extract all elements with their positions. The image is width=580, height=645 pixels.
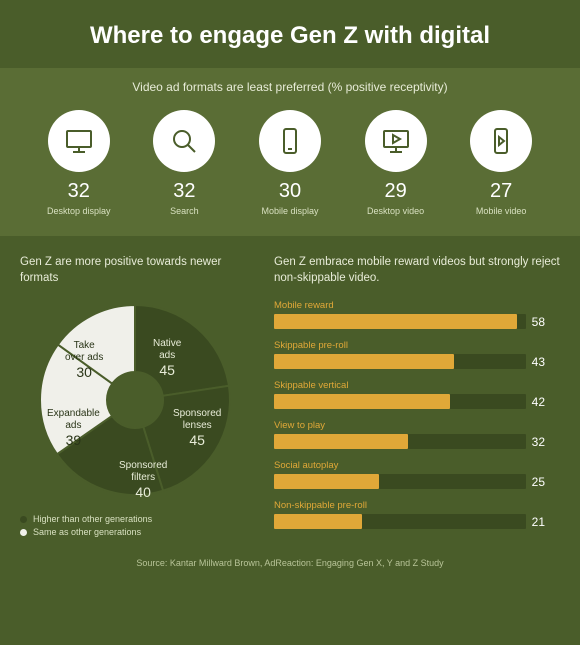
bar-label: Skippable vertical bbox=[274, 380, 560, 391]
bar-fill bbox=[274, 514, 362, 529]
lower-section: Gen Z are more positive towards newer fo… bbox=[0, 236, 580, 550]
legend-dot bbox=[20, 529, 27, 536]
bar-value: 25 bbox=[532, 475, 545, 489]
bar-value: 58 bbox=[532, 315, 545, 329]
icons-row: 32 Desktop display 32 Search 30 Mobile d… bbox=[20, 110, 560, 216]
bar-fill bbox=[274, 394, 450, 409]
pie-slice-0 bbox=[135, 305, 229, 396]
pie-legend: Higher than other generations Same as oth… bbox=[20, 514, 250, 537]
bars-title: Gen Z embrace mobile reward videos but s… bbox=[274, 254, 560, 286]
icon-value: 32 bbox=[173, 180, 195, 203]
bar-row: View to play 32 bbox=[274, 420, 560, 449]
pie-section: Gen Z are more positive towards newer fo… bbox=[20, 254, 250, 540]
legend-label: Same as other generations bbox=[33, 527, 141, 537]
icon-value: 30 bbox=[279, 180, 301, 203]
bar-fill bbox=[274, 474, 379, 489]
monitor-icon bbox=[48, 110, 110, 172]
bars-list: Mobile reward 58 Skippable pre-roll 43 S… bbox=[274, 300, 560, 529]
bar-row: Skippable vertical 42 bbox=[274, 380, 560, 409]
pie-slice-label: Sponsoredlenses45 bbox=[173, 408, 221, 449]
bar-track: 25 bbox=[274, 474, 560, 489]
legend-dot bbox=[20, 516, 27, 523]
pie-chart: Nativeads45 Sponsoredlenses45Sponsoredfil… bbox=[35, 300, 235, 500]
bar-value: 32 bbox=[532, 435, 545, 449]
icon-value: 32 bbox=[68, 180, 90, 203]
source-text: Source: Kantar Millward Brown, AdReactio… bbox=[0, 550, 580, 580]
subtitle: Video ad formats are least preferred (% … bbox=[20, 80, 560, 94]
bar-track: 21 bbox=[274, 514, 560, 529]
pie-title: Gen Z are more positive towards newer fo… bbox=[20, 254, 250, 286]
mobile-video-icon bbox=[470, 110, 532, 172]
pie-slice-label: Expandableads39 bbox=[47, 408, 100, 449]
bar-label: Skippable pre-roll bbox=[274, 340, 560, 351]
bar-track: 43 bbox=[274, 354, 560, 369]
bar-row: Skippable pre-roll 43 bbox=[274, 340, 560, 369]
bar-fill bbox=[274, 314, 517, 329]
bar-value: 43 bbox=[532, 355, 545, 369]
bar-track: 58 bbox=[274, 314, 560, 329]
icon-label: Desktop video bbox=[367, 206, 424, 216]
pie-slice-label: Takeover ads30 bbox=[65, 340, 103, 381]
page-title: Where to engage Gen Z with digital bbox=[20, 22, 560, 50]
icon-label: Mobile video bbox=[476, 206, 527, 216]
format-mobile-video: 27 Mobile video bbox=[452, 110, 550, 216]
format-search: 32 Search bbox=[136, 110, 234, 216]
legend-item: Higher than other generations bbox=[20, 514, 250, 524]
icon-label: Search bbox=[170, 206, 199, 216]
bar-track: 42 bbox=[274, 394, 560, 409]
bar-label: Social autoplay bbox=[274, 460, 560, 471]
bar-label: Non-skippable pre-roll bbox=[274, 500, 560, 511]
bar-row: Mobile reward 58 bbox=[274, 300, 560, 329]
bar-row: Social autoplay 25 bbox=[274, 460, 560, 489]
legend-item: Same as other generations bbox=[20, 527, 250, 537]
icon-label: Desktop display bbox=[47, 206, 111, 216]
header: Where to engage Gen Z with digital bbox=[0, 0, 580, 68]
pie-slice-label: Sponsoredfilters40 bbox=[119, 460, 167, 501]
bar-fill bbox=[274, 354, 454, 369]
bar-label: Mobile reward bbox=[274, 300, 560, 311]
mobile-icon bbox=[259, 110, 321, 172]
bar-value: 21 bbox=[532, 515, 545, 529]
subtitle-bar: Video ad formats are least preferred (% … bbox=[0, 68, 580, 236]
icon-value: 27 bbox=[490, 180, 512, 203]
search-icon bbox=[153, 110, 215, 172]
format-mobile-display: 30 Mobile display bbox=[241, 110, 339, 216]
desktop-video-icon bbox=[365, 110, 427, 172]
bar-fill bbox=[274, 434, 408, 449]
bars-section: Gen Z embrace mobile reward videos but s… bbox=[274, 254, 560, 540]
pie-slice-label: Nativeads45 bbox=[153, 338, 181, 379]
icon-label: Mobile display bbox=[261, 206, 318, 216]
bar-row: Non-skippable pre-roll 21 bbox=[274, 500, 560, 529]
bar-label: View to play bbox=[274, 420, 560, 431]
format-desktop-video: 29 Desktop video bbox=[347, 110, 445, 216]
legend-label: Higher than other generations bbox=[33, 514, 152, 524]
bar-value: 42 bbox=[532, 395, 545, 409]
bar-track: 32 bbox=[274, 434, 560, 449]
format-desktop-display: 32 Desktop display bbox=[30, 110, 128, 216]
icon-value: 29 bbox=[384, 180, 406, 203]
